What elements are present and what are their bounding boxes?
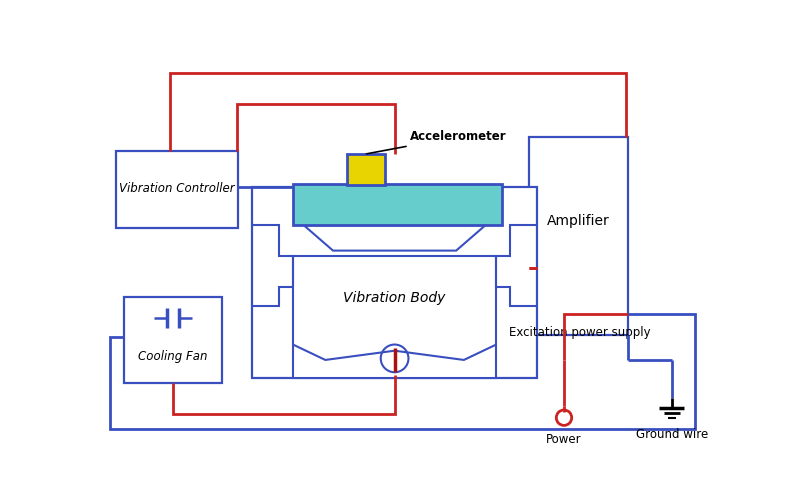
Text: Vibration Controller: Vibration Controller <box>119 182 234 195</box>
Bar <box>347 155 386 185</box>
Bar <box>123 297 222 383</box>
Text: Power: Power <box>546 433 582 446</box>
Bar <box>116 151 238 228</box>
Bar <box>252 187 537 378</box>
Text: Cooling Fan: Cooling Fan <box>138 349 207 363</box>
Text: Excitation power supply: Excitation power supply <box>509 327 650 339</box>
Bar <box>293 256 496 378</box>
Text: Vibration Body: Vibration Body <box>343 291 446 305</box>
Text: Amplifier: Amplifier <box>547 214 610 228</box>
Bar <box>293 184 502 225</box>
Text: Accelerometer: Accelerometer <box>366 130 506 154</box>
Text: Ground wire: Ground wire <box>636 428 708 441</box>
Bar <box>530 137 628 335</box>
